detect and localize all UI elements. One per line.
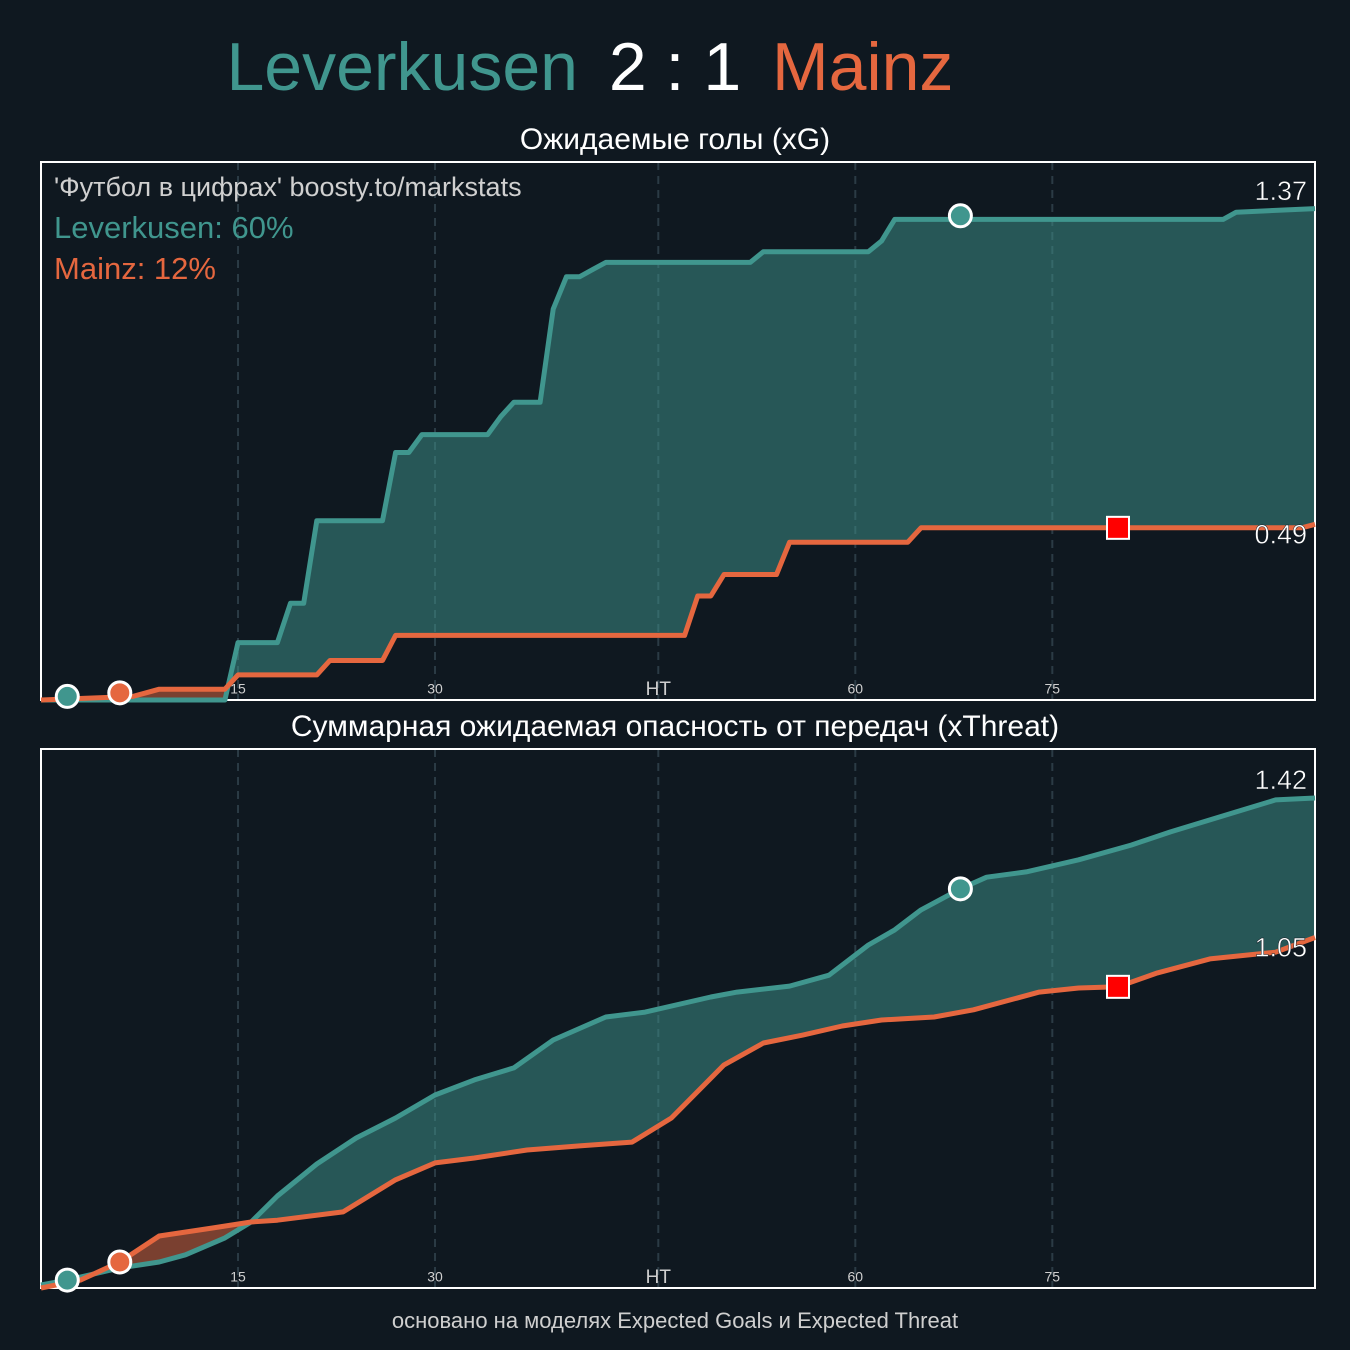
legend-label: Mainz: 12% [54, 251, 216, 286]
annotation: 'Футбол в цифрах' boosty.to/markstats [54, 172, 522, 202]
goal-marker [107, 680, 133, 706]
x-tick-label: 15 [230, 1269, 246, 1285]
goal-marker [947, 876, 973, 902]
end-value-label: 1.42 [1254, 765, 1307, 795]
x-tick-label: 75 [1045, 1269, 1061, 1285]
x-tick-label: 15 [230, 681, 246, 697]
series-line [40, 795, 1316, 1288]
end-value-label: 1.37 [1254, 176, 1307, 206]
x-tick-label: HT [646, 1267, 672, 1288]
series-line [40, 521, 1316, 703]
x-tick-label: 30 [427, 1269, 443, 1285]
panel-frame [40, 161, 1316, 701]
end-value-label: 1.05 [1254, 933, 1307, 963]
end-value-label: 0.49 [1254, 519, 1307, 549]
panel-frame [40, 748, 1316, 1289]
legend-label: Leverkusen: 60% [54, 210, 294, 245]
series-line [40, 935, 1316, 1291]
red-card-marker [1105, 515, 1130, 540]
chart-title: Суммарная ожидаемая опасность от передач… [291, 710, 1059, 743]
goal-marker [54, 1267, 80, 1293]
x-tick-label: 60 [848, 681, 864, 697]
home-team: Leverkusen [226, 29, 578, 105]
goal-marker [107, 1249, 133, 1275]
x-tick-label: 30 [427, 681, 443, 697]
x-tick-label: 75 [1045, 681, 1061, 697]
goal-marker [54, 683, 80, 709]
x-tick-label: 60 [848, 1269, 864, 1285]
goal-marker [947, 203, 973, 229]
score: 2 : 1 [609, 29, 741, 105]
series-line [41, 206, 1316, 703]
footer: основано на моделях Expected Goals и Exp… [392, 1308, 958, 1333]
x-tick-label: HT [646, 679, 672, 700]
red-card-marker [1105, 974, 1130, 999]
chart-title: Ожидаемые голы (xG) [520, 123, 830, 156]
away-team: Mainz [772, 29, 953, 105]
